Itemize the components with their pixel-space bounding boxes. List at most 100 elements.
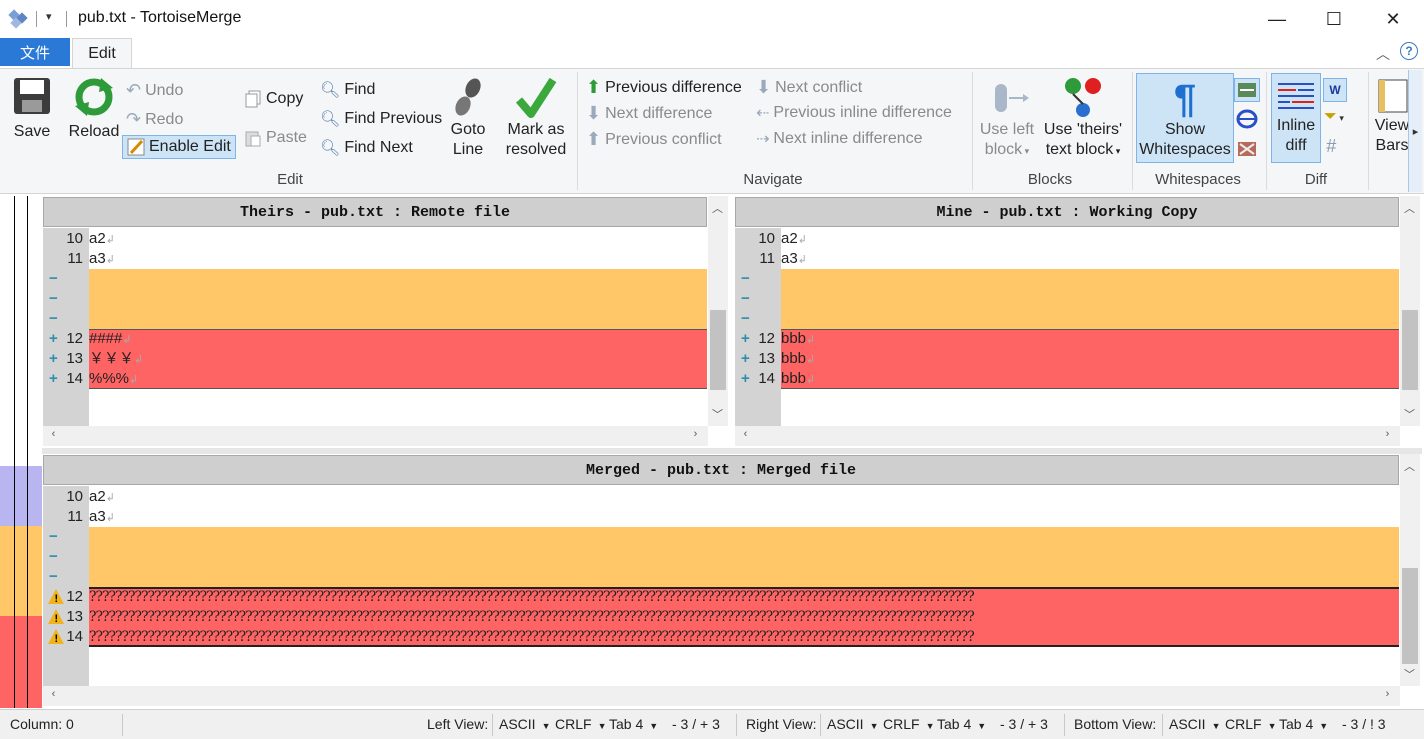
line-number: 10	[66, 230, 83, 247]
right-tab-dropdown[interactable]: Tab 4 ▼	[937, 716, 987, 732]
use-theirs-label: Use 'theirs'	[1043, 121, 1123, 138]
pane-splitter[interactable]	[42, 448, 1422, 454]
close-button[interactable]: ✕	[1385, 8, 1401, 29]
collapse-toggle[interactable]: #	[1326, 136, 1336, 157]
bottom-eol-dropdown[interactable]: CRLF ▼	[1225, 716, 1277, 732]
vertical-scrollbar[interactable]: ︿ ﹀	[1400, 454, 1420, 686]
conflict-line[interactable]: ! 14?????????????????????????????????????…	[43, 627, 1399, 647]
mine-pane[interactable]: Mine - pub.txt : Working Copy 10 a2↲ 11 a3…	[734, 196, 1422, 448]
previous-conflict-button[interactable]: ⬆ Previous conflict	[586, 129, 722, 150]
diff-line[interactable]: 11 a3↲	[735, 249, 1399, 269]
line-number: 10	[66, 488, 83, 505]
line-text: bbb↲	[781, 350, 816, 367]
find-previous-label: Find Previous	[344, 110, 443, 127]
ignore-case-toggle[interactable]	[1236, 108, 1258, 130]
ignore-eol-toggle[interactable]	[1236, 138, 1258, 160]
view-bars-button[interactable]: View Bars	[1372, 76, 1412, 156]
magnifier-icon: 🔍︎	[320, 140, 341, 157]
diff-line[interactable]: 11 a3↲	[43, 507, 1399, 527]
find-next-button[interactable]: 🔍︎ Find Next	[320, 138, 413, 158]
conflict-block	[781, 329, 1399, 389]
right-encoding-dropdown[interactable]: ASCII ▼	[827, 716, 879, 732]
horizontal-scrollbar[interactable]: ‹ ›	[43, 426, 708, 446]
diff-line[interactable]: 10 a2↲	[43, 229, 707, 249]
filter-dropdown[interactable]: ⏷ ▾	[1324, 108, 1344, 126]
scroll-thumb[interactable]	[1402, 310, 1418, 390]
left-tab-dropdown[interactable]: Tab 4 ▼	[609, 716, 659, 732]
added-line[interactable]: +13 bbb↲	[735, 349, 1399, 369]
copy-button[interactable]: Copy	[244, 90, 303, 108]
merged-pane[interactable]: Merged - pub.txt : Merged file 10 a2↲ 11 a…	[42, 454, 1422, 708]
added-line[interactable]: +12 ####↲	[43, 329, 707, 349]
removed-line: −	[43, 269, 89, 289]
vertical-scrollbar[interactable]: ︿ ﹀	[1400, 196, 1420, 426]
added-line[interactable]: +12 bbb↲	[735, 329, 1399, 349]
next-difference-button[interactable]: ⬇ Next difference	[586, 103, 712, 124]
blocks-group-label: Blocks	[1027, 171, 1073, 188]
horizontal-scrollbar[interactable]: ‹ ›	[43, 686, 1400, 706]
previous-inline-difference-button[interactable]: ⇠ Previous inline difference	[756, 103, 952, 123]
added-line[interactable]: +14 bbb↲	[735, 369, 1399, 389]
use-theirs-text-block-button[interactable]: Use 'theirs' text block ▾	[1040, 76, 1126, 161]
conflict-line[interactable]: ! 13?????????????????????????????????????…	[43, 607, 1399, 627]
collapse-ribbon-icon[interactable]: ︿	[1376, 46, 1390, 62]
show-whitespaces-button[interactable]: ¶ Show Whitespaces	[1136, 73, 1234, 163]
quick-access-dropdown[interactable]: ▾	[46, 11, 52, 23]
ignore-whitespace-toggle[interactable]	[1234, 78, 1260, 102]
left-diff-count: - 3 / + 3	[672, 716, 720, 732]
left-eol-dropdown[interactable]: CRLF ▼	[555, 716, 607, 732]
mark-as-resolved-button[interactable]: Mark as resolved	[500, 76, 572, 160]
undo-button[interactable]: ↶ Undo	[126, 80, 183, 101]
tortoisemerge-app-icon[interactable]	[8, 8, 30, 30]
next-conflict-button[interactable]: ⬇ Next conflict	[756, 77, 862, 98]
right-eol-dropdown[interactable]: CRLF ▼	[883, 716, 935, 732]
help-icon[interactable]: ?	[1400, 42, 1418, 60]
title-bar	[0, 0, 1424, 38]
diff-line[interactable]: 10 a2↲	[735, 229, 1399, 249]
previous-difference-button[interactable]: ⬆ Previous difference	[586, 77, 742, 98]
use-left-block-label-2: block	[984, 141, 1023, 158]
use-left-block-icon	[995, 84, 1029, 112]
status-separator	[122, 714, 123, 736]
tab-file[interactable]: 文件	[0, 38, 70, 66]
tab-edit[interactable]: Edit	[72, 38, 132, 69]
scroll-thumb[interactable]	[710, 310, 726, 390]
diff-line[interactable]: 11 a3↲	[43, 249, 707, 269]
line-text: a2↲	[89, 488, 115, 505]
removed-line: −	[43, 527, 89, 547]
locator-conflict-marker	[0, 616, 42, 708]
magnifier-icon: 🔍︎	[320, 82, 341, 99]
word-wrap-toggle[interactable]: W	[1323, 78, 1347, 102]
save-button[interactable]: Save	[8, 76, 56, 142]
minimize-button[interactable]: —	[1268, 8, 1286, 29]
ribbon-scroll-right[interactable]: ▸	[1408, 70, 1422, 192]
vertical-scrollbar[interactable]: ︿ ﹀	[708, 196, 728, 426]
next-inline-difference-button[interactable]: ⇢ Next inline difference	[756, 129, 923, 149]
find-previous-button[interactable]: 🔍︎ Find Previous	[320, 109, 442, 129]
reload-button[interactable]: Reload	[64, 76, 124, 142]
left-encoding-dropdown[interactable]: ASCII ▼	[499, 716, 551, 732]
maximize-button[interactable]: ☐	[1325, 8, 1343, 29]
find-button[interactable]: 🔍︎ Find	[320, 80, 375, 100]
status-separator	[820, 714, 821, 736]
bottom-encoding-dropdown[interactable]: ASCII ▼	[1169, 716, 1221, 732]
horizontal-scrollbar[interactable]: ‹ ›	[735, 426, 1400, 446]
bottom-tab-dropdown[interactable]: Tab 4 ▼	[1279, 716, 1329, 732]
theirs-pane[interactable]: Theirs - pub.txt : Remote file 10 a2↲ 11 a…	[42, 196, 730, 448]
scroll-thumb[interactable]	[1402, 568, 1418, 664]
added-line[interactable]: +14 %%%↲	[43, 369, 707, 389]
paste-button[interactable]: Paste	[244, 129, 307, 147]
line-number: 14	[758, 370, 775, 387]
enable-edit-button[interactable]: Enable Edit	[122, 135, 236, 159]
use-left-block-button[interactable]: Use left block ▾	[976, 76, 1038, 161]
conflict-line[interactable]: ! 12?????????????????????????????????????…	[43, 587, 1399, 607]
show-whitespaces-label: Show	[1164, 121, 1206, 138]
view-bars-label: View	[1374, 117, 1410, 134]
diff-line[interactable]: 10 a2↲	[43, 487, 1399, 507]
goto-line-button[interactable]: Goto Line	[444, 76, 492, 160]
inline-diff-button[interactable]: Inline diff	[1271, 73, 1321, 163]
funnel-icon: ⏷	[1324, 108, 1337, 125]
redo-button[interactable]: ↷ Redo	[126, 109, 183, 130]
checkmark-icon	[515, 77, 557, 118]
added-line[interactable]: +13 ￥￥￥↲	[43, 349, 707, 369]
